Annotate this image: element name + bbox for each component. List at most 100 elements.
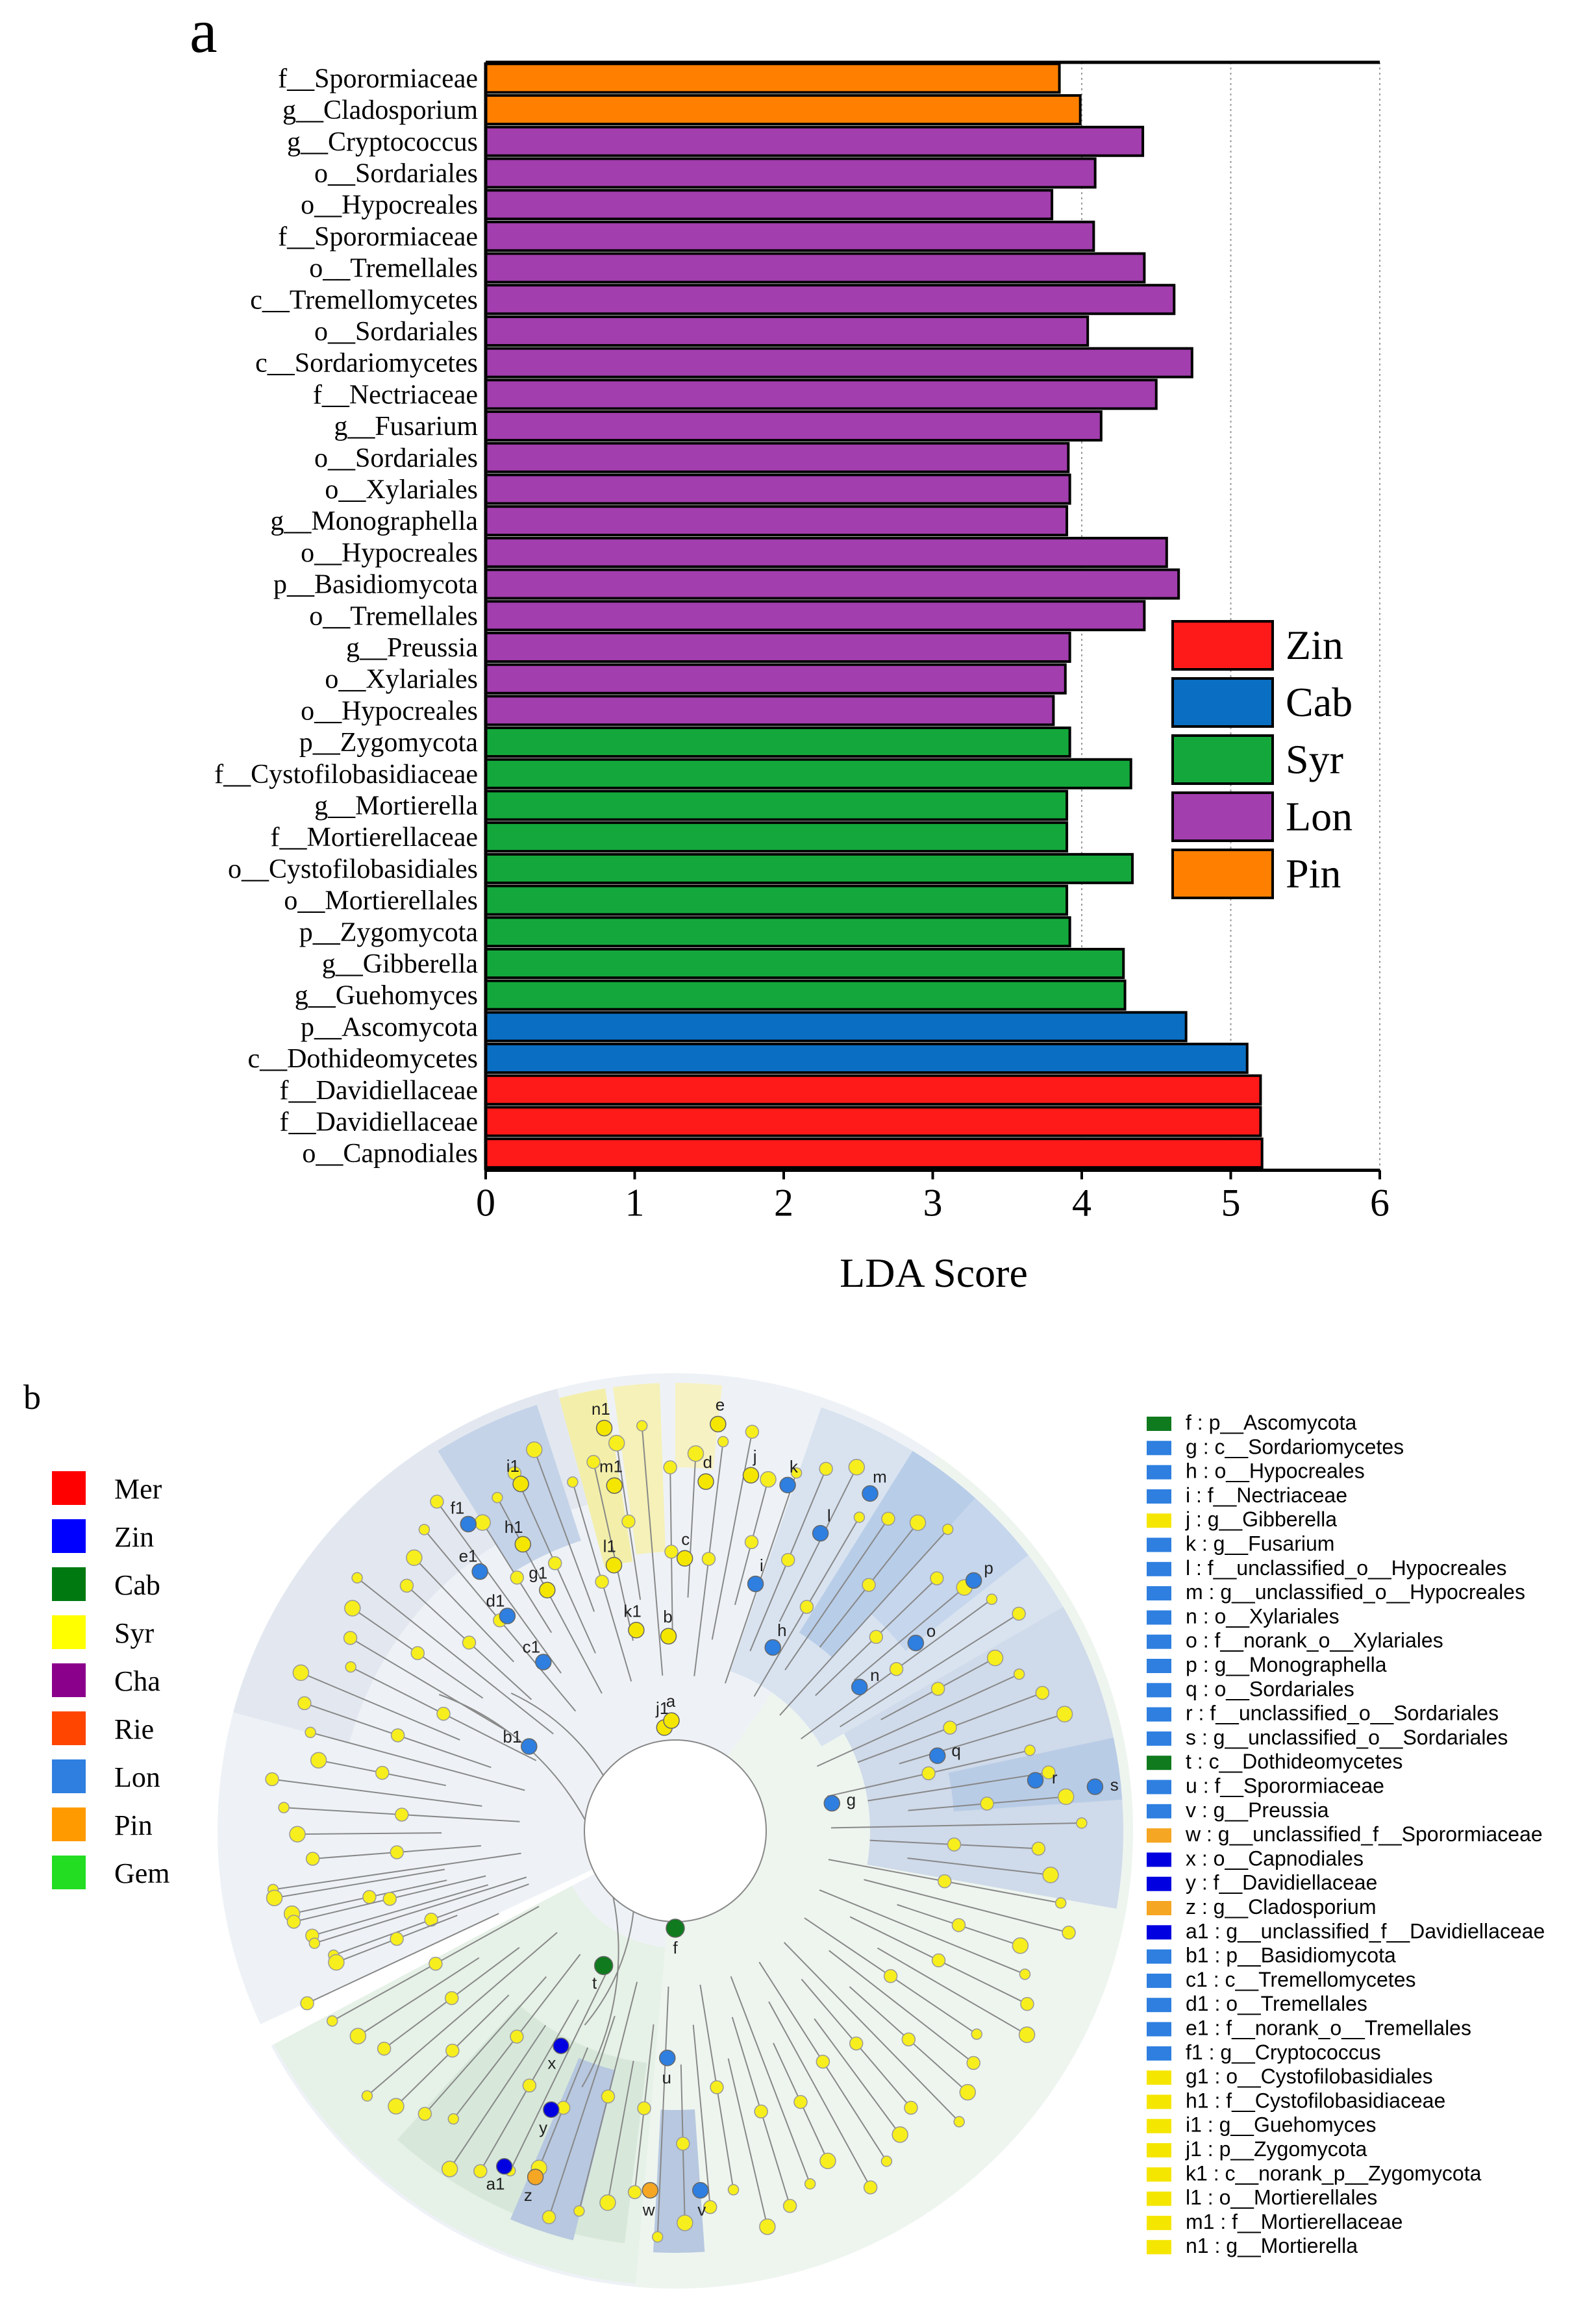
legend-label: Zin xyxy=(1286,622,1343,668)
branch xyxy=(593,1461,634,1641)
taxon-swatch xyxy=(1147,1852,1171,1867)
taxon-swatch xyxy=(1147,2240,1171,2255)
taxon-swatch xyxy=(1147,1828,1171,1843)
node-label: y xyxy=(539,2118,547,2137)
panel-a-lda-bar-chart: a f__Sporormiaceaeg__Cladosporiumg__Cryp… xyxy=(190,0,1390,1296)
leaf-node xyxy=(904,2100,918,2115)
node-label: o xyxy=(927,1621,936,1641)
branch xyxy=(356,1577,554,1735)
lda-taxon-labels: f__Sporormiaceaeg__Cladosporiumg__Crypto… xyxy=(214,64,478,1169)
node-label: d xyxy=(703,1452,712,1472)
branch xyxy=(656,1986,669,2237)
leaf-node xyxy=(1024,1745,1036,1756)
leaf-node xyxy=(971,2028,983,2040)
inner-node xyxy=(637,2101,651,2116)
lda-gridlines xyxy=(486,60,1380,1171)
branch xyxy=(840,1613,1019,1728)
leaf-node xyxy=(1013,1668,1025,1680)
leaf-node xyxy=(349,2028,367,2044)
branch xyxy=(779,1467,858,1622)
node-label: j xyxy=(753,1447,757,1466)
cladogram: f t g h i j k l m n o p q r s u v w x y z a1 b1 c1 d1 e1 f1 g1 h1 i1 j… xyxy=(218,1373,1134,2289)
leaf-node xyxy=(863,2180,878,2194)
taxon-swatch xyxy=(1147,1731,1171,1746)
node-label: t xyxy=(592,1973,597,1993)
node-label: h xyxy=(777,1621,786,1640)
node-label: k xyxy=(790,1457,799,1476)
leaf-node xyxy=(308,1937,321,1949)
taxon-swatch xyxy=(1147,1489,1171,1504)
taxon-label: v : g__Preussia xyxy=(1186,1798,1329,1822)
branch xyxy=(312,1884,489,1937)
bar xyxy=(484,758,1132,789)
bar xyxy=(484,947,1125,979)
branch xyxy=(449,2024,547,2170)
leaf-node xyxy=(986,1649,1004,1667)
bar xyxy=(484,536,1168,568)
lda-legend: Zin Cab Syr Lon Pin xyxy=(1171,620,1353,899)
node-label: c xyxy=(681,1529,690,1548)
bar-label: f__Davidiellaceae xyxy=(280,1107,478,1137)
taxon-label: p : g__Monographella xyxy=(1186,1653,1387,1676)
biomarker-node xyxy=(659,2050,676,2067)
node-label: n1 xyxy=(592,1399,610,1419)
bar-label: p__Ascomycota xyxy=(301,1012,478,1042)
branch xyxy=(730,1976,811,2185)
bar xyxy=(484,600,1146,632)
node-label: m xyxy=(873,1467,887,1486)
group-label: Lon xyxy=(114,1761,160,1793)
taxon-label: u : f__Sporormiaceae xyxy=(1186,1774,1384,1798)
leaf-node xyxy=(651,2231,664,2243)
node-label: q xyxy=(951,1741,960,1760)
leaf-node xyxy=(292,1664,310,1682)
bar xyxy=(484,473,1071,505)
leaf-node xyxy=(343,1631,358,1645)
inner-node xyxy=(849,2036,864,2051)
bar xyxy=(484,125,1145,157)
leaf-node xyxy=(447,2113,460,2125)
node-label: c1 xyxy=(523,1637,540,1656)
taxon-label: d1 : o__Tremellales xyxy=(1186,1992,1367,2015)
taxon-label: g1 : o__Cystofilobasidiales xyxy=(1186,2065,1433,2088)
leaf-node xyxy=(1041,1765,1056,1780)
leaf-node xyxy=(305,1726,316,1739)
node-label: h1 xyxy=(505,1517,523,1537)
inner-node xyxy=(382,1892,397,1906)
legend-label: Pin xyxy=(1286,851,1341,897)
leaf-node xyxy=(418,1524,430,1535)
node-label: b xyxy=(663,1607,672,1626)
inner-node xyxy=(510,1571,524,1585)
inner-node xyxy=(793,2094,808,2109)
inner-node xyxy=(390,1931,404,1946)
bar xyxy=(484,663,1067,695)
taxon-label: t : c__Dothideomycetes xyxy=(1186,1750,1403,1773)
leaf-node xyxy=(636,1420,648,1432)
biomarker-node xyxy=(697,1473,714,1490)
leaf-node xyxy=(492,1491,503,1504)
bar-label: f__Mortierellaceae xyxy=(271,823,478,852)
bar-label: g__Cladosporium xyxy=(282,95,478,125)
taxon-label: j1 : p__Zygomycota xyxy=(1185,2137,1367,2161)
bar xyxy=(484,284,1176,316)
node-label: a xyxy=(666,1691,676,1711)
biomarker-node xyxy=(460,1515,477,1533)
leaf-node xyxy=(305,1852,320,1866)
group-swatch xyxy=(52,1856,86,1889)
taxon-label: o : f__norank_o__Xylariales xyxy=(1186,1629,1443,1652)
inner-node xyxy=(390,1845,405,1859)
clade-highlight xyxy=(653,2109,705,2253)
taxon-swatch xyxy=(1147,1659,1171,1673)
taxon-swatch xyxy=(1147,1901,1171,1915)
biomarker-node xyxy=(666,1919,685,1938)
inner-node xyxy=(754,2104,768,2118)
bar-label: f__Cystofilobasidiaceae xyxy=(214,760,478,789)
branch xyxy=(297,1832,442,1835)
bar xyxy=(484,916,1071,948)
taxon-swatch xyxy=(1147,1634,1171,1649)
inner-node xyxy=(980,1796,994,1811)
leaf-node xyxy=(1056,1706,1073,1722)
node-label: f1 xyxy=(451,1498,465,1518)
inner-node xyxy=(701,1552,716,1566)
branch xyxy=(814,2018,901,2135)
